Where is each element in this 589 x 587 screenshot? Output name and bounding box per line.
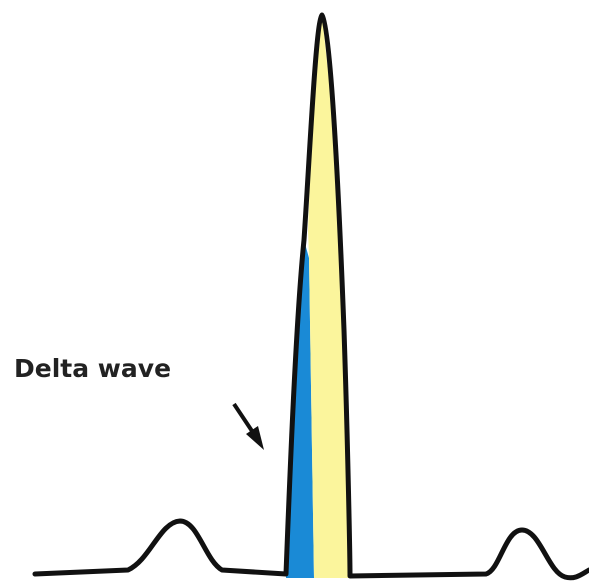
delta-wave-label: Delta wave <box>14 354 171 383</box>
arrow-shaft <box>232 402 256 436</box>
ecg-trace <box>32 12 589 581</box>
delta-wave-fill <box>286 240 314 578</box>
arrow-head <box>246 426 264 450</box>
qrs-fill <box>308 15 350 578</box>
